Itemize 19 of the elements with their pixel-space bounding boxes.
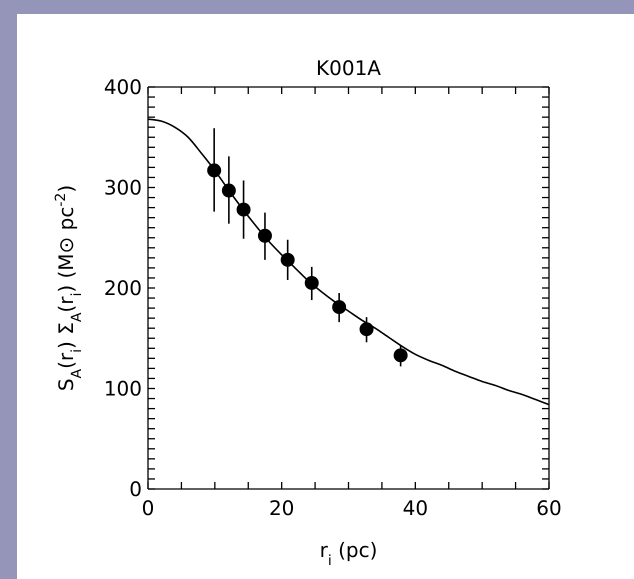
chart-title: K001A: [316, 56, 382, 80]
point: [222, 184, 236, 198]
y-tick-label: 0: [129, 477, 142, 502]
point: [332, 300, 346, 314]
y-tick-label: 400: [104, 75, 142, 100]
point: [258, 228, 272, 243]
point: [394, 348, 408, 362]
x-axis-title: r$_{i}$ (pc): [320, 538, 378, 569]
point: [207, 163, 222, 178]
point: [236, 202, 251, 217]
x-tick-label: 20: [268, 496, 294, 520]
x-tick-label: 40: [402, 496, 428, 520]
point: [280, 252, 295, 267]
y-tick-label: 100: [104, 376, 142, 401]
y-tick-label: 200: [104, 276, 142, 300]
point: [304, 276, 319, 290]
point: [360, 322, 374, 336]
y-tick-label: 300: [104, 176, 142, 200]
x-tick-label: 60: [536, 496, 562, 520]
